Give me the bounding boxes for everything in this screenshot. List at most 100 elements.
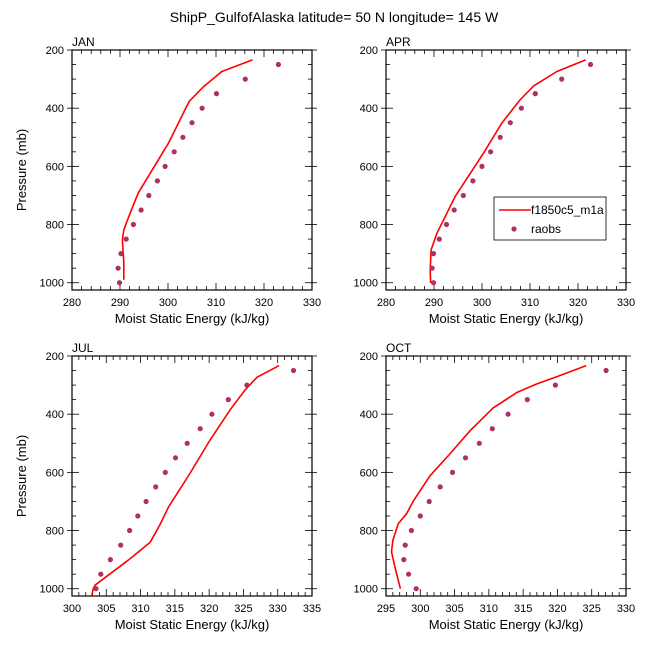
x-tick-label: 280 (63, 297, 81, 309)
raobs-point (451, 207, 457, 213)
raobs-point (417, 513, 423, 519)
raobs-point (116, 280, 123, 286)
raobs-point (587, 61, 594, 68)
model-profile-line (91, 364, 280, 596)
x-tick-label: 320 (569, 297, 587, 309)
x-tick-label: 310 (131, 603, 149, 615)
y-tick-label: 200 (360, 351, 378, 363)
raobs-point (275, 61, 281, 68)
raobs-point (603, 367, 609, 374)
y-tick-label: 600 (360, 467, 378, 479)
panel-apr: APR 280 290 300 310 320 330 200 400 600 800 1000 Moi… (354, 35, 636, 326)
legend: f1850c5_m1a raobs (493, 196, 607, 241)
x-tick-label: 335 (303, 603, 321, 615)
y-tick-label: 800 (360, 220, 378, 232)
raobs-point (189, 120, 195, 126)
x-tick-label: 300 (473, 297, 491, 309)
y-tick-label: 1000 (354, 584, 378, 596)
raobs-point (507, 120, 513, 126)
raobs-point (524, 397, 530, 403)
raobs-point (123, 236, 129, 242)
raobs-point (225, 397, 231, 403)
x-tick-label: 315 (166, 603, 184, 615)
raobs-point (242, 76, 248, 82)
model-profile-line (429, 59, 586, 284)
raobs-point (171, 149, 177, 155)
panel-title: APR (386, 35, 411, 49)
x-tick-label: 300 (411, 603, 429, 615)
legend-label-model: f1850c5_m1a (531, 203, 604, 217)
panel-jan: JAN 280 290 300 310 320 330 200 400 600 800 1000 Moi… (14, 35, 321, 326)
raobs-point (146, 192, 152, 199)
raobs-point (209, 411, 215, 417)
panel-title: OCT (386, 341, 412, 355)
raobs-point (130, 221, 136, 228)
raobs-point (244, 382, 250, 388)
x-axis-label: Moist Static Energy (kJ/kg) (429, 617, 584, 632)
x-axis-label: Moist Static Energy (kJ/kg) (429, 311, 584, 326)
raobs-point (138, 207, 144, 213)
panel-title: JAN (72, 35, 95, 49)
y-tick-label: 400 (46, 409, 64, 421)
raobs-point (153, 484, 159, 490)
raobs-point (518, 105, 525, 111)
legend-marker-swatch (511, 226, 517, 232)
x-tick-label: 310 (480, 603, 498, 615)
y-axis-label: Pressure (mb) (14, 435, 29, 517)
x-tick-label: 330 (617, 297, 635, 309)
y-tick-label: 200 (46, 45, 64, 57)
plot-frame (385, 355, 627, 597)
raobs-point (118, 542, 124, 548)
raobs-point (172, 455, 179, 461)
panel-oct: OCT 295 300 305 310 315 320 325 330 200 400 600 800 1… (354, 341, 636, 632)
raobs-point (497, 134, 503, 140)
raobs-point (430, 251, 437, 257)
raobs-point (184, 440, 190, 446)
y-tick-label: 200 (360, 45, 378, 57)
x-tick-label: 290 (425, 297, 443, 309)
raobs-point (470, 178, 476, 184)
raobs-point (115, 265, 121, 271)
y-tick-label: 1000 (354, 278, 378, 290)
plot-frame (71, 355, 313, 597)
plot-frame (385, 49, 627, 291)
raobs-point (436, 236, 442, 242)
raobs-point (154, 178, 160, 184)
y-tick-label: 1000 (40, 278, 64, 290)
raobs-point (460, 192, 466, 199)
raobs-point (505, 411, 511, 417)
x-tick-label: 290 (111, 297, 129, 309)
raobs-point (402, 542, 408, 548)
x-tick-label: 305 (97, 603, 115, 615)
raobs-point (290, 367, 297, 374)
x-tick-label: 325 (583, 603, 601, 615)
y-tick-label: 1000 (40, 584, 64, 596)
raobs-point (197, 426, 203, 432)
y-tick-label: 800 (46, 526, 64, 538)
raobs-point (443, 221, 450, 228)
x-tick-label: 325 (234, 603, 252, 615)
x-tick-label: 295 (377, 603, 395, 615)
x-tick-label: 300 (63, 603, 81, 615)
x-axis-label: Moist Static Energy (kJ/kg) (115, 617, 270, 632)
raobs-point (426, 498, 432, 505)
y-axis-label: Pressure (mb) (14, 129, 29, 211)
raobs-point (430, 280, 437, 286)
x-tick-label: 315 (514, 603, 532, 615)
x-tick-label: 330 (269, 603, 287, 615)
y-tick-label: 200 (46, 351, 64, 363)
raobs-point (118, 251, 124, 257)
y-tick-label: 800 (46, 220, 64, 232)
raobs-point (98, 571, 104, 577)
model-profile-line (121, 59, 253, 280)
raobs-point (406, 571, 412, 577)
raobs-point (162, 469, 168, 475)
y-tick-label: 600 (360, 161, 378, 173)
x-tick-label: 320 (548, 603, 566, 615)
raobs-point (559, 76, 565, 82)
x-tick-label: 310 (521, 297, 539, 309)
raobs-point (127, 527, 133, 534)
legend-box (493, 196, 607, 241)
raobs-point (479, 163, 485, 169)
